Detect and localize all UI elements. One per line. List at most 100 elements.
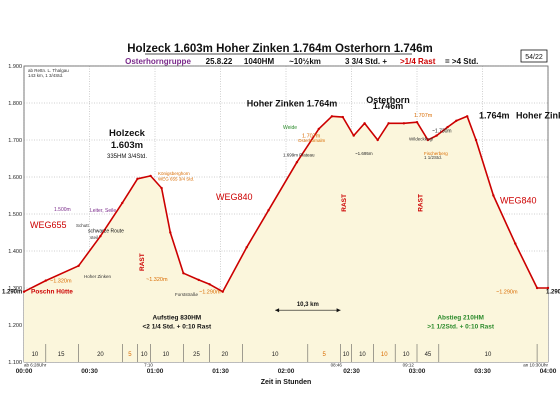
profile-point [267, 209, 270, 212]
segment-minutes: 5 [128, 352, 132, 358]
annotation-layer: 10 15 20 5 10 10 25 20 10 5 10 10 10 10 45 10 ab 6:28Uhr… [2, 95, 560, 368]
elevation-label-1707b: 1.707m [414, 113, 433, 119]
x-tick-label: 01:00 [147, 368, 164, 375]
hz-repeat-name: Hoher Zinken [516, 110, 560, 120]
profile-point [169, 231, 172, 234]
tick-layer: 1.100 1.200 1.300 1.400 1.500 1.600 1.700 1.800… [8, 64, 556, 386]
distance-label: 10,3 km [297, 302, 319, 308]
profile-point [363, 122, 366, 125]
time-mark: 7:10 [144, 363, 153, 368]
x-tick-label: 01:30 [212, 368, 229, 375]
y-tick-label: 1.400 [8, 249, 22, 255]
note-hoher-zinken: Hoher Zinken [84, 274, 112, 279]
elevation-label-1695: ~1.695m [355, 151, 373, 156]
area-layer [24, 116, 548, 362]
profile-point [466, 115, 469, 118]
segment-minutes: 10 [381, 352, 388, 358]
header-time-rest: >1/4 Rast [400, 57, 436, 66]
osterhorn-name: Osterhorn [366, 95, 410, 105]
note-weide: Weide [283, 125, 297, 131]
elevation-label-1500: 1.500m [54, 207, 71, 213]
profile-point [535, 286, 539, 290]
segment-minutes: 5 [323, 352, 327, 358]
segment-minutes: 20 [97, 352, 104, 358]
profile-point [341, 115, 344, 119]
hz-repeat-height: 1.764m [479, 110, 510, 120]
x-tick-label: 02:00 [278, 368, 295, 375]
profile-point [22, 290, 26, 293]
x-tick-label: 02:30 [343, 368, 360, 375]
side-note-line1: ab Rettn. L. Thalgau [28, 68, 69, 73]
elevation-label-1290a: ~1.290m [199, 290, 221, 296]
note-koenig: Königsberghorn [158, 171, 190, 176]
profile-point [415, 121, 419, 124]
y-tick-label: 1.100 [8, 360, 22, 366]
time-mark: 08:46 [331, 363, 343, 368]
x-tick-label: 04:00 [540, 368, 557, 375]
y-tick-label: 1.300 [8, 286, 22, 292]
weg-left-label: WEG655 [30, 220, 67, 230]
note-osterhornalm: Osterhornalm [298, 138, 326, 143]
segment-minutes: 10 [403, 352, 410, 358]
elevation-label-1730: ~1.730m [432, 129, 452, 135]
holzeck-info: 335HM 3/4Std. [107, 154, 147, 160]
profile-point [474, 138, 478, 142]
segment-minutes: 10 [141, 352, 148, 358]
segment-minutes: 10 [485, 352, 492, 358]
elevation-label-1707: 1.707m [302, 133, 321, 139]
x-tick-label: 03:30 [474, 368, 491, 375]
profile-point [426, 138, 430, 142]
profile-point [387, 122, 390, 125]
y-tick-label: 1.200 [8, 323, 22, 329]
header-distance: ~10½km [289, 57, 321, 66]
profile-point [149, 174, 152, 178]
elevation-label-1320b: ~1.320m [146, 277, 168, 283]
profile-point [44, 279, 47, 282]
profile-point [446, 125, 449, 129]
profile-area [24, 116, 548, 362]
note-steil: steil [90, 235, 98, 240]
header-group: Osterhorngruppe [125, 57, 191, 66]
time-mark: ab 6:28Uhr [24, 363, 47, 368]
profile-point [77, 264, 80, 267]
y-tick-label: 1.600 [8, 175, 22, 181]
note-forst: Forststraße [175, 292, 199, 297]
time-mark: 09:12 [403, 363, 415, 368]
elevation-label-1290b: ~1.290m [496, 290, 518, 296]
descent-label: Abstieg 210HM [437, 314, 484, 321]
hoher-zinken-label: Hoher Zinken 1.764m [247, 99, 338, 109]
note-fischerberg: Fischerberg [424, 151, 448, 156]
profile-point [330, 115, 334, 118]
x-tick-label: 00:00 [16, 368, 33, 375]
profile-point [182, 272, 185, 275]
elevation-label-1699: 1.699m Plateau [283, 153, 315, 158]
note-half: 1 1/2Std. [424, 155, 442, 160]
profile-point [121, 201, 124, 205]
rast-label-2: RAST [341, 194, 348, 212]
elevation-label-1320a: ~1.320m [50, 279, 72, 285]
x-tick-label: 03:00 [409, 368, 426, 375]
header-layer: Holzeck 1.603m Hoher Zinken 1.764m Oster… [28, 43, 548, 78]
header-time-suffix: = >4 Std. [445, 57, 478, 66]
profile-point [221, 290, 224, 293]
segment-minutes: 10 [32, 352, 39, 358]
note-leiter: Leiter, Seile [90, 208, 116, 214]
time-mark: an 10:30Uhr [523, 363, 548, 368]
segment-minutes: 10 [272, 352, 279, 358]
profile-point [136, 177, 139, 180]
profile-point [435, 134, 438, 137]
weg-mid-label: WEG840 [216, 192, 253, 202]
x-tick-label: 00:30 [81, 368, 98, 375]
page-badge: 54/22 [525, 54, 543, 61]
side-note-line2: 143 km, 1 3/4Std. [28, 73, 63, 78]
profile-point [208, 283, 211, 286]
profile-point [197, 278, 200, 282]
segment-minutes: 25 [193, 352, 200, 358]
profile-point [295, 161, 299, 164]
y-tick-label: 1.700 [8, 138, 22, 144]
profile-point [376, 138, 379, 142]
distance-arrow-right [336, 308, 341, 313]
header-time-prefix: 3 3/4 Std. + [345, 57, 387, 66]
holzeck-name: Holzeck [109, 128, 146, 139]
